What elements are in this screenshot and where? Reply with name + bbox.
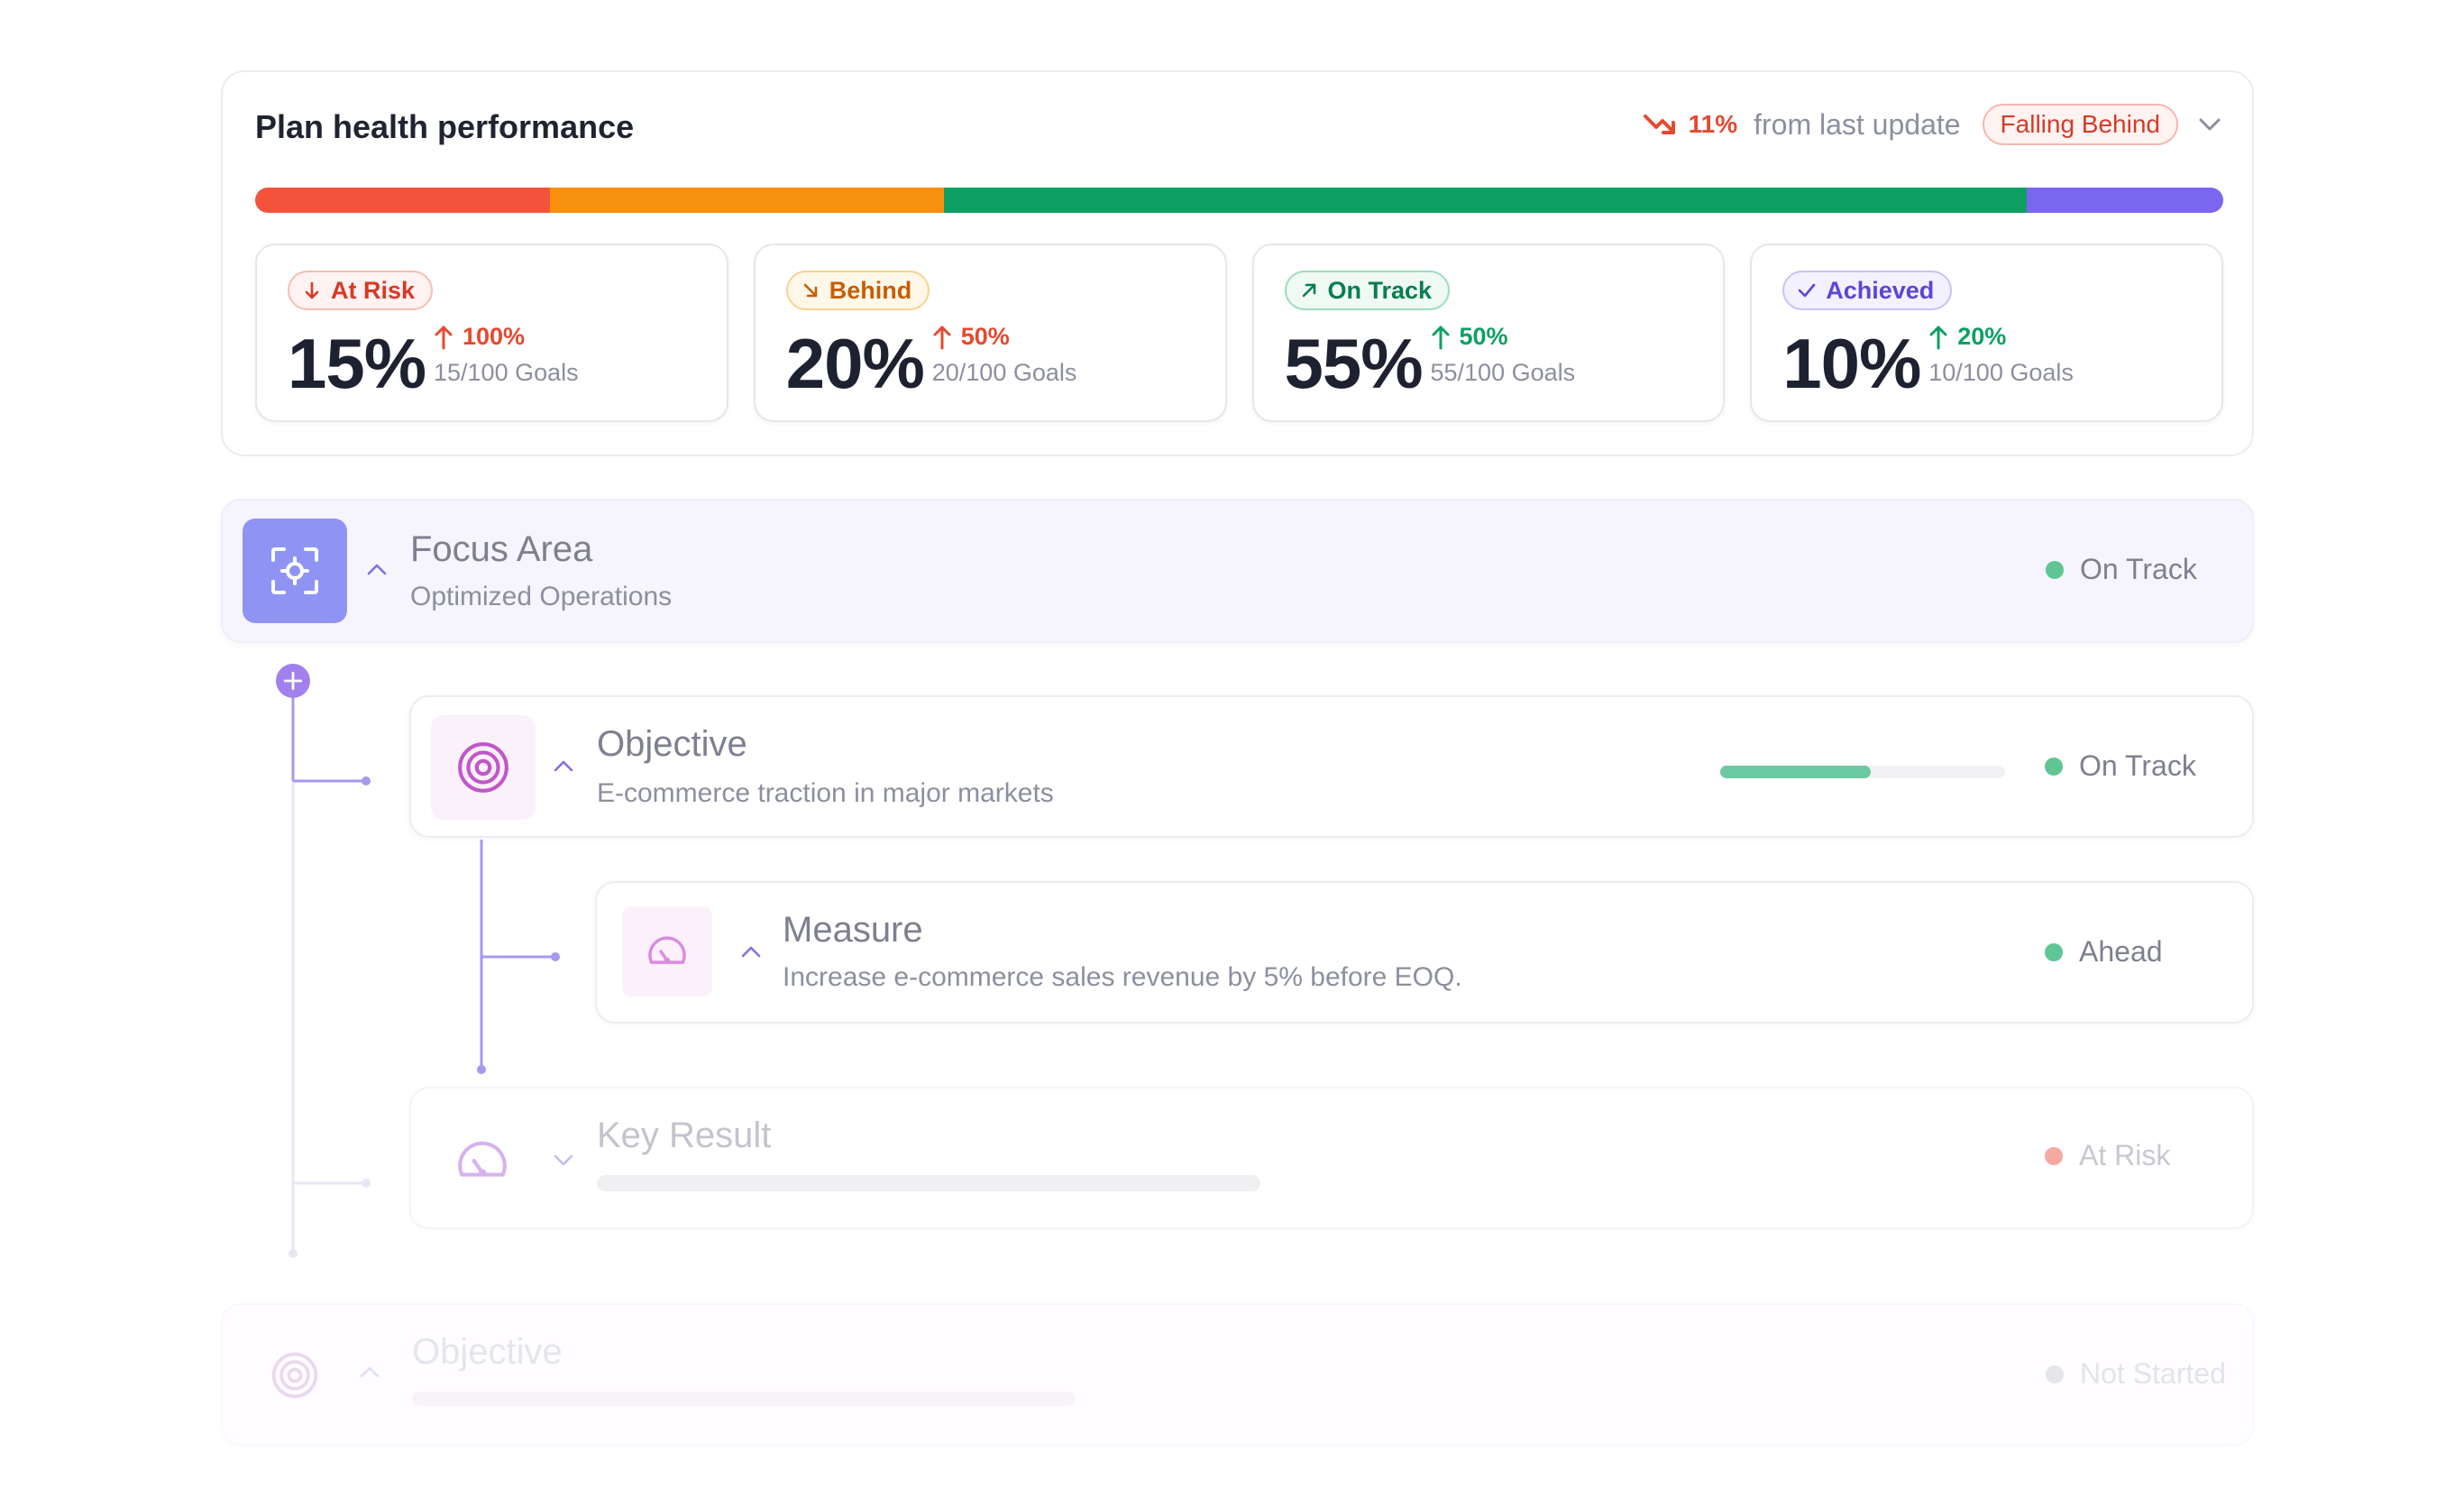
objective-2-placeholder-bar (412, 1392, 1076, 1406)
chevron-down-icon[interactable] (552, 1148, 575, 1171)
status-label: At Risk (2079, 1139, 2171, 1171)
stat-badge: Behind (785, 271, 930, 310)
key-result-title: Key Result (597, 1116, 772, 1155)
key-result-placeholder-bar (597, 1175, 1260, 1191)
measure-status: Ahead (2045, 935, 2163, 969)
status-label: Ahead (2079, 935, 2163, 968)
chevron-up-icon[interactable] (739, 941, 763, 964)
stat-badge: Achieved (1782, 271, 1953, 310)
objective-status: On Track (2045, 749, 2196, 783)
status-label: Not Started (2080, 1357, 2226, 1390)
objective-title: Objective (597, 724, 747, 764)
stat-percent: 20% (785, 324, 925, 403)
chevron-up-icon[interactable] (552, 755, 575, 778)
trend-summary: 11% from last update Falling Behind (1643, 103, 2223, 146)
stat-badge: At Risk (288, 271, 434, 310)
measure-title: Measure (783, 910, 923, 950)
key-result-row[interactable]: Key Result At Risk (409, 1087, 2254, 1229)
stat-delta-value: 20% (1957, 323, 2007, 350)
stat-card-achieved[interactable]: Achieved 10% 20% 10/100 Goals (1750, 243, 2223, 422)
key-result-status: At Risk (2045, 1139, 2170, 1172)
stat-delta-value: 50% (1459, 323, 1508, 350)
plan-health-title: Plan health performance (255, 108, 635, 145)
segment-on-track (944, 188, 2027, 213)
target-icon (271, 1352, 318, 1399)
trend-percent: 11% (1688, 110, 1738, 138)
arrow-down-icon (305, 281, 319, 299)
arrow-up-right-icon (1302, 283, 1315, 298)
arrow-down-right-icon (803, 283, 818, 298)
segment-achieved (2026, 188, 2223, 213)
stat-badge: On Track (1284, 271, 1451, 310)
stat-card-on-track[interactable]: On Track 55% 50% 55/100 Goals (1251, 243, 1726, 422)
objective-row[interactable]: Objective E-commerce traction in major m… (409, 695, 2254, 838)
stat-label: Behind (829, 276, 912, 304)
stat-label: On Track (1327, 276, 1433, 304)
focus-area-title: Focus Area (410, 529, 593, 569)
stat-goals: 15/100 Goals (434, 359, 579, 386)
stat-delta-value: 100% (463, 323, 526, 350)
arrow-up-icon (1432, 326, 1449, 349)
stat-delta: 20% (1928, 323, 2006, 351)
chevron-up-icon[interactable] (365, 558, 389, 582)
status-dot (2045, 942, 2063, 961)
plan-health-card: Plan health performance 11% from last up… (221, 70, 2254, 456)
measure-row[interactable]: Measure Increase e-commerce sales revenu… (595, 881, 2254, 1024)
segment-behind (550, 188, 945, 213)
objective-2-status: Not Started (2046, 1357, 2226, 1391)
gauge-icon (458, 1141, 507, 1177)
objective-2-title: Objective (412, 1332, 563, 1372)
stat-card-at-risk[interactable]: At Risk 15% 100% 15/100 Goals (255, 243, 728, 422)
status-badge: Falling Behind (1982, 104, 2178, 145)
status-dot (2045, 1146, 2063, 1165)
target-icon (431, 715, 536, 820)
stat-goals: 10/100 Goals (1928, 359, 2074, 386)
gauge-icon (622, 906, 712, 997)
stat-percent: 15% (288, 324, 426, 403)
measure-subtitle: Increase e-commerce sales revenue by 5% … (783, 962, 1462, 992)
health-distribution-bar (255, 188, 2223, 213)
chevron-up-icon[interactable] (358, 1361, 381, 1384)
stat-goals: 20/100 Goals (931, 359, 1077, 386)
plus-icon (283, 671, 303, 691)
objective-progress-fill (1720, 766, 1872, 778)
status-dot (2046, 560, 2064, 579)
stat-delta-value: 50% (960, 323, 1010, 350)
stat-delta: 50% (1431, 323, 1508, 351)
focus-icon (243, 519, 347, 623)
stat-label: Achieved (1826, 276, 1935, 304)
stat-percent: 10% (1782, 324, 1921, 403)
add-child-button[interactable] (276, 664, 310, 698)
focus-area-subtitle: Optimized Operations (410, 582, 673, 611)
objective-subtitle: E-commerce traction in major markets (597, 778, 1054, 808)
stat-cards: At Risk 15% 100% 15/100 Goals Behind 20% 50% 20… (255, 243, 2223, 422)
stat-delta: 50% (932, 323, 1010, 351)
status-label: On Track (2079, 749, 2196, 782)
stat-goals: 55/100 Goals (1430, 359, 1576, 386)
segment-at-risk (255, 188, 551, 213)
status-label: On Track (2080, 553, 2197, 585)
trend-text: from last update (1754, 107, 1961, 141)
objective-row-2[interactable]: Objective Not Started (221, 1303, 2254, 1446)
check-icon (1798, 283, 1816, 298)
stat-delta: 100% (434, 323, 525, 351)
focus-area-row[interactable]: Focus Area Optimized Operations On Track (221, 499, 2254, 643)
arrow-up-icon (435, 326, 453, 349)
arrow-up-icon (933, 326, 951, 349)
objective-progress-bar (1720, 766, 2005, 778)
stat-card-behind[interactable]: Behind 20% 50% 20/100 Goals (753, 243, 1227, 422)
trend-down-icon (1643, 115, 1675, 134)
focus-area-status: On Track (2046, 553, 2197, 586)
arrow-up-icon (1929, 326, 1947, 349)
status-dot (2045, 757, 2063, 776)
stat-label: At Risk (331, 276, 416, 304)
stat-percent: 55% (1284, 324, 1424, 403)
status-dot (2046, 1364, 2064, 1383)
chevron-down-icon[interactable] (2196, 111, 2223, 138)
